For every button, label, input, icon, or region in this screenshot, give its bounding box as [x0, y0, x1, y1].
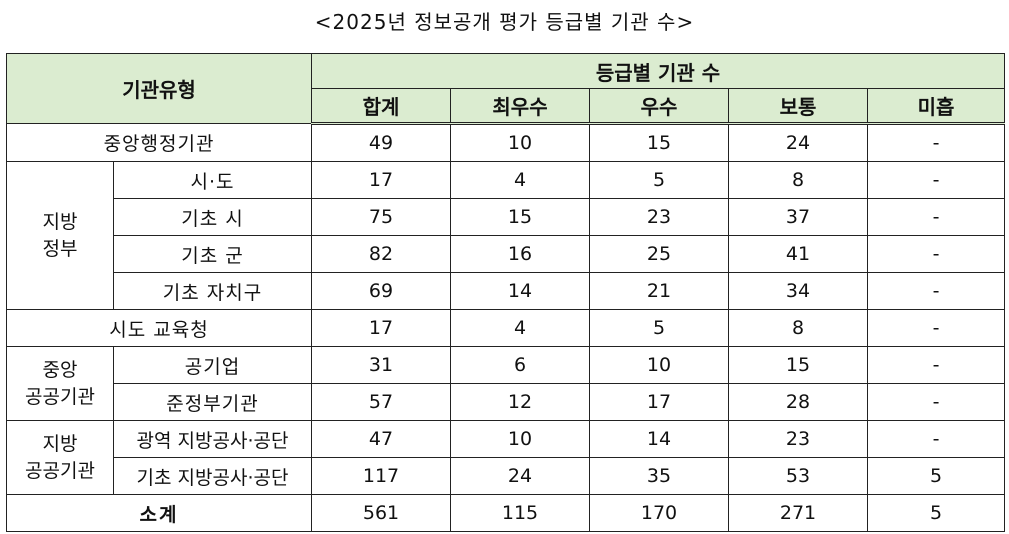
cell-total: 75: [311, 198, 452, 236]
table-row: 지방 공공기관 광역 지방공사·공단 47 10 14 23 -: [6, 420, 1006, 495]
row-label: 시·도: [112, 161, 313, 199]
grade-table: 기관유형 등급별 기관 수 합계 최우수 우수 보통 미흡 중앙행정기관 49 …: [5, 53, 1006, 532]
group-label: 지방 공공기관: [25, 432, 95, 482]
cell-excellent: 5: [589, 161, 730, 199]
cell-excellent: 21: [589, 272, 730, 310]
cell-excellent: 15: [589, 123, 730, 162]
cell-average: 28: [728, 383, 869, 421]
group-label: 중앙 공공기관: [25, 358, 95, 408]
cell-total: 17: [311, 309, 452, 347]
cell-insufficient: -: [867, 198, 1006, 236]
cell-average: 23: [728, 420, 869, 458]
table-row-total: 소계 561 115 170 271 5: [5, 494, 1006, 532]
cell-total: 49: [311, 123, 452, 162]
header-insufficient: 미흡: [867, 88, 1006, 125]
cell-top: 16: [450, 235, 591, 273]
cell-average: 8: [728, 161, 869, 199]
table-row: 지방 정부 시·도 17 4 5 8 -: [6, 161, 1006, 310]
header-grade-group: 등급별 기관 수: [311, 53, 1006, 89]
cell-top: 24: [450, 457, 591, 495]
cell-insufficient: 5: [867, 457, 1006, 495]
header-institution-type: 기관유형: [5, 53, 313, 124]
cell-excellent: 35: [589, 457, 730, 495]
cell-total: 69: [311, 272, 452, 310]
cell-insufficient: -: [867, 272, 1006, 310]
header-total: 합계: [311, 88, 452, 125]
cell-insufficient: 5: [867, 494, 1006, 532]
cell-excellent: 23: [589, 198, 730, 236]
cell-top: 10: [450, 123, 591, 162]
group-label-local-public: 지방 공공기관: [6, 420, 114, 495]
cell-top: 115: [450, 494, 591, 532]
cell-total: 117: [311, 457, 452, 495]
row-label: 공기업: [112, 346, 313, 384]
cell-top: 4: [450, 161, 591, 199]
group-label-local-gov: 지방 정부: [6, 161, 114, 310]
cell-average: 15: [728, 346, 869, 384]
row-label: 기초 시: [112, 198, 313, 236]
cell-total: 47: [311, 420, 452, 458]
row-label: 시도 교육청: [5, 309, 313, 347]
row-label: 기초 자치구: [112, 272, 313, 310]
cell-insufficient: -: [867, 309, 1006, 347]
table-row: 시도 교육청 17 4 5 8 -: [5, 309, 1006, 347]
table-row: 기초 군 82 16 25 41 -: [7, 235, 1006, 273]
cell-average: 271: [728, 494, 869, 532]
row-label: 기초 지방공사·공단: [112, 457, 313, 495]
cell-insufficient: -: [867, 383, 1006, 421]
group-label-central-public: 중앙 공공기관: [6, 346, 114, 421]
cell-top: 10: [450, 420, 591, 458]
cell-excellent: 17: [589, 383, 730, 421]
cell-insufficient: -: [867, 161, 1006, 199]
cell-total: 82: [311, 235, 452, 273]
cell-excellent: 25: [589, 235, 730, 273]
cell-insufficient: -: [867, 420, 1006, 458]
table-row: 기초 지방공사·공단 117 24 35 53 5: [7, 457, 1006, 495]
table-row: 기초 시 75 15 23 37 -: [7, 198, 1006, 236]
group-label: 지방 정부: [42, 210, 78, 260]
table-row: 중앙 공공기관 공기업 31 6 10 15 -: [6, 346, 1006, 421]
header-excellent: 우수: [589, 88, 730, 125]
cell-average: 34: [728, 272, 869, 310]
table-row: 중앙행정기관 49 10 15 24 -: [5, 123, 1006, 162]
table-row: 기초 자치구 69 14 21 34 -: [7, 272, 1006, 310]
cell-insufficient: -: [867, 123, 1006, 162]
row-label: 기초 군: [112, 235, 313, 273]
cell-insufficient: -: [867, 235, 1006, 273]
cell-top: 12: [450, 383, 591, 421]
table-row: 준정부기관 57 12 17 28 -: [7, 383, 1006, 421]
cell-excellent: 5: [589, 309, 730, 347]
cell-insufficient: -: [867, 346, 1006, 384]
cell-excellent: 170: [589, 494, 730, 532]
cell-average: 24: [728, 123, 869, 162]
cell-excellent: 10: [589, 346, 730, 384]
cell-top: 14: [450, 272, 591, 310]
header-average: 보통: [728, 88, 869, 125]
cell-total: 561: [311, 494, 452, 532]
table-title: <2025년 정보공개 평가 등급별 기관 수>: [314, 10, 695, 34]
cell-total: 17: [311, 161, 452, 199]
cell-average: 37: [728, 198, 869, 236]
row-label: 소계: [5, 494, 313, 532]
cell-top: 4: [450, 309, 591, 347]
header-excellent-top: 최우수: [450, 88, 591, 125]
row-label: 준정부기관: [112, 383, 313, 421]
cell-average: 53: [728, 457, 869, 495]
cell-top: 15: [450, 198, 591, 236]
cell-total: 57: [311, 383, 452, 421]
cell-average: 8: [728, 309, 869, 347]
cell-excellent: 14: [589, 420, 730, 458]
row-label: 광역 지방공사·공단: [112, 420, 313, 458]
row-label: 중앙행정기관: [5, 123, 313, 162]
cell-total: 31: [311, 346, 452, 384]
cell-average: 41: [728, 235, 869, 273]
cell-top: 6: [450, 346, 591, 384]
